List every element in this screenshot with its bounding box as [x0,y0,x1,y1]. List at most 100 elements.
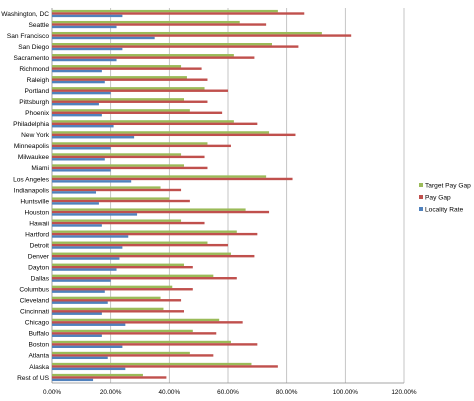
bar [52,243,228,247]
bar [52,147,111,150]
bar [52,221,205,225]
bar [52,343,258,346]
bar [52,158,105,161]
bar [52,45,299,48]
bar [52,356,108,360]
bar [52,301,108,304]
bar [52,224,102,227]
category-labels: Washington, DC Seattle San Francisco San Di… [1,11,50,382]
bar [52,133,296,137]
category-label: Boston [28,342,49,349]
bar [52,67,202,70]
bar [52,323,126,326]
legend-swatch [419,183,423,187]
bar [52,125,114,128]
bar [52,69,102,73]
bar [52,76,187,79]
bar [52,91,111,95]
bar [52,219,182,222]
gridlines [51,8,405,384]
bar [52,142,208,145]
bar [52,89,228,92]
bar [52,296,161,300]
bar [52,334,102,337]
x-tick-label: 0.00% [43,389,61,396]
bar [52,367,126,371]
category-label: Richmond [19,66,49,73]
category-label: Hartford [25,231,49,238]
category-label: Los Angeles [13,176,50,183]
bar [52,277,237,280]
bar [52,98,184,101]
x-axis-ticks: 0.00% 20.00% 40.00% 60.00% 80.00% 100.00% 120.… [43,389,417,396]
bar [52,180,132,183]
bar [52,20,240,24]
bar [52,230,237,233]
bar [52,31,322,35]
bar [52,54,234,57]
category-label: Denver [28,253,50,260]
legend: Target Pay Gap Pay Gap Locality Rate [419,183,471,214]
bar [52,113,102,117]
bar [52,100,208,103]
bar [52,246,123,249]
legend-label: Target Pay Gap [425,183,471,190]
bar [52,285,173,289]
bar [52,365,278,368]
category-label: San Francisco [7,33,49,40]
category-label: Dayton [28,264,49,271]
x-tick-label: 60.00% [217,389,239,396]
bar [52,241,208,244]
bar [52,56,255,59]
bar [52,208,246,211]
x-tick-label: 20.00% [100,389,122,396]
category-label: Miami [31,165,49,172]
bar [52,340,231,344]
category-label: Rest of US [17,375,49,382]
bar [52,169,111,172]
bar [52,188,182,192]
bar [52,376,167,379]
category-label: Huntsville [20,198,49,205]
category-label: Atlanta [28,353,49,360]
bar [52,213,138,216]
bar [52,332,217,335]
bar [52,58,117,62]
bar [52,34,352,37]
bar [52,109,190,112]
bar [52,175,267,178]
bar [52,307,164,311]
bar [52,65,182,68]
bar [52,263,184,266]
bar [52,23,267,26]
category-label: Columbus [19,287,49,294]
bar [52,265,193,269]
bar [52,373,143,377]
category-label: Dallas [31,276,50,283]
category-label: Sacramento [13,55,49,62]
category-label: Cleveland [20,298,50,305]
bar [52,177,293,181]
bar [52,310,184,313]
bar [52,318,220,322]
bar [52,166,208,170]
category-label: Seattle [28,22,49,29]
bar [52,235,129,238]
bar [52,202,99,205]
x-tick-label: 100.00% [333,389,359,396]
bars [52,9,352,382]
bar [52,199,190,203]
category-label: Cincinnati [20,309,49,316]
category-label: Washington, DC [1,11,49,18]
category-label: Houston [24,209,49,216]
bar [52,252,231,255]
bar [52,136,135,139]
x-tick-label: 120.00% [391,389,417,396]
bar [52,47,123,51]
bar [52,43,272,46]
x-tick-label: 40.00% [158,389,180,396]
bar [52,9,278,13]
legend-swatch [419,207,423,211]
bar [52,164,184,167]
